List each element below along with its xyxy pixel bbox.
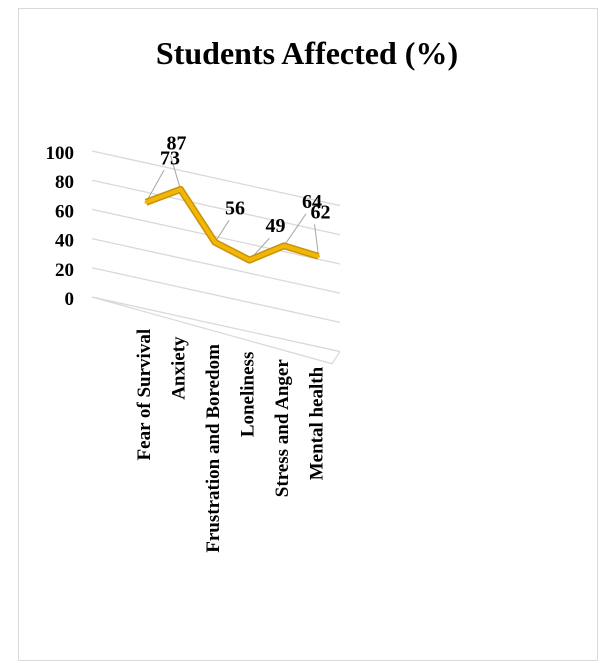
x-tick-label: Anxiety — [169, 336, 190, 400]
gridline — [91, 208, 341, 265]
gridlines — [91, 150, 341, 365]
y-tick-label: 100 — [46, 143, 75, 164]
data-label: 87 — [167, 132, 187, 154]
data-label-leader — [170, 155, 181, 190]
data-point — [282, 244, 286, 248]
x-axis-labels: Fear of Survival Anxiety Frustration and B… — [134, 329, 328, 553]
x-tick-label: Fear of Survival — [134, 329, 155, 461]
data-label: 64 — [302, 191, 322, 213]
floor-edge — [91, 296, 341, 365]
series-line — [144, 185, 320, 264]
data-label-leader — [283, 213, 307, 247]
chart-frame — [18, 8, 598, 661]
x-tick-label: Stress and Anger — [272, 359, 293, 498]
series-line-path — [145, 187, 320, 263]
x-tick-label: Frustration and Boredom — [203, 344, 224, 553]
y-axis-ticks: 0 20 40 60 80 100 — [46, 143, 75, 310]
y-tick-label: 0 — [65, 289, 75, 310]
data-label: 62 — [311, 201, 331, 223]
data-point — [144, 200, 148, 204]
x-tick-label: Mental health — [307, 366, 328, 480]
x-tick-label: Loneliness — [238, 352, 259, 438]
data-label-leader — [314, 224, 319, 257]
data-label: 73 — [160, 147, 180, 169]
gridline — [91, 237, 341, 294]
data-point — [213, 240, 217, 244]
data-point — [179, 187, 182, 191]
data-label: 49 — [266, 215, 286, 237]
gridline — [91, 179, 341, 236]
y-tick-label: 80 — [55, 172, 74, 193]
y-tick-label: 40 — [55, 231, 74, 252]
data-point — [317, 254, 320, 258]
data-label-leader — [214, 220, 230, 243]
chart-title: Students Affected (%) — [156, 35, 458, 71]
gridline — [91, 267, 341, 323]
data-label-leaders — [145, 155, 319, 261]
gridline — [91, 150, 341, 207]
gridline — [91, 296, 341, 353]
y-tick-label: 20 — [55, 260, 74, 281]
data-label-leader — [145, 170, 165, 203]
data-point — [248, 258, 251, 262]
data-label: 56 — [225, 197, 245, 219]
y-tick-label: 60 — [55, 201, 74, 222]
